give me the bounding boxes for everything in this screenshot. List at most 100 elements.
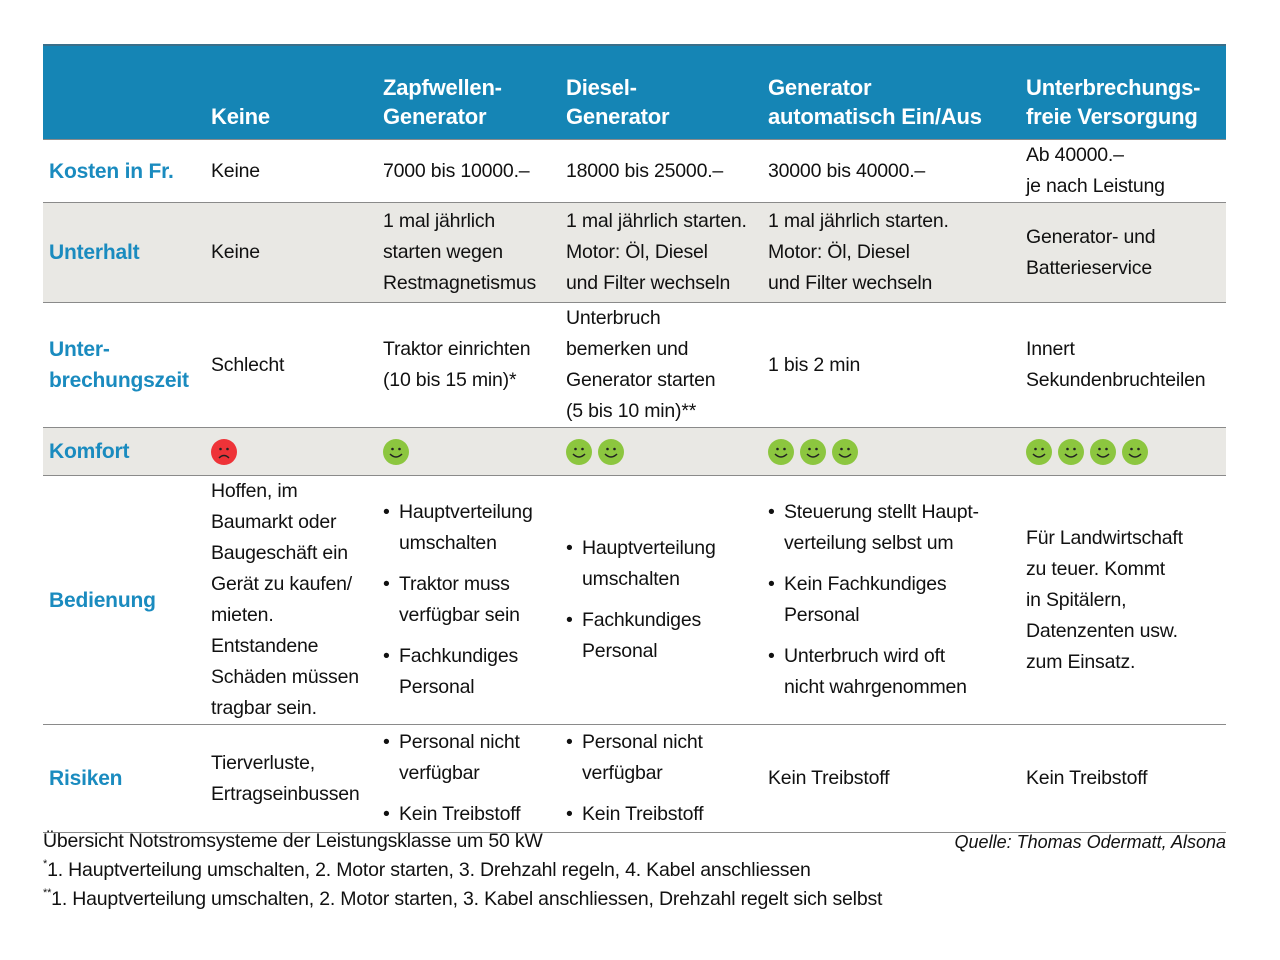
cell-line: automatisch Ein/Aus	[768, 104, 982, 129]
smiley-face-icon	[1026, 438, 1052, 465]
cell-line: Generator- und	[1026, 225, 1156, 248]
cell-line: verfügbar	[582, 762, 663, 784]
sad-face-icon	[211, 438, 237, 465]
bullet-item: Traktor muss verfügbar sein	[383, 569, 560, 631]
cell-line: Hauptverteilung	[399, 501, 533, 523]
table-cell	[560, 427, 762, 476]
table-cell: Hauptverteilung umschalten Traktor muss ver…	[377, 476, 560, 725]
cell-line: Fachkundiges	[582, 609, 702, 631]
cell-line: verfügbar	[399, 762, 480, 784]
table-cell: 1 mal jährlich starten. Motor: Öl, Diesel…	[762, 202, 1020, 303]
cell-line: Motor: Öl, Diesel	[768, 241, 910, 263]
cell-line: (5 bis 10 min)**	[566, 400, 697, 422]
cell-line: Personal	[582, 640, 658, 662]
cell-line: Personal	[784, 604, 860, 626]
cell-line: und Filter wechseln	[566, 272, 731, 294]
cell-line: Generator	[383, 104, 487, 129]
cell-line: und Filter wechseln	[768, 272, 933, 294]
column-header: Unterbrechungs-freie Versorgung	[1020, 45, 1226, 140]
cell-line: Unterbrechungs-	[1026, 75, 1201, 100]
comparison-table: Keine Zapfwellen- Generator Diesel- Generato…	[43, 44, 1226, 833]
cell-line: Motor: Öl, Diesel	[566, 241, 708, 263]
column-header: Diesel- Generator	[560, 45, 762, 140]
cell-line: Generator	[768, 75, 872, 100]
column-header-empty	[43, 45, 205, 140]
table-cell	[377, 427, 560, 476]
cell-line: Kosten in Fr.	[49, 159, 174, 183]
row-label: Unter-brechungszeit	[43, 303, 205, 428]
cell-line: Personal nicht	[399, 731, 520, 753]
table-cell: 1 mal jährlich starten. Motor: Öl, Diesel…	[560, 202, 762, 303]
table-row: Komfort	[43, 427, 1226, 476]
table-cell: 7000 bis 10000.–	[377, 140, 560, 203]
cell-line: Kein Fachkundiges	[784, 573, 947, 595]
table-cell: 1 bis 2 min	[762, 303, 1020, 428]
cell-line: 1 mal jährlich	[383, 210, 496, 232]
cell-line: zu teuer. Kommt	[1026, 557, 1165, 580]
table-cell: Personal nicht verfügbar Kein Treibstoff	[560, 725, 762, 833]
table-cell: Personal nicht verfügbar Kein Treibstoff	[377, 725, 560, 833]
footnote-mark: **	[43, 887, 52, 899]
table-cell: Für Landwirtschaft zu teuer. Kommt in Spit…	[1020, 476, 1226, 725]
table-cell: Kein Treibstoff	[762, 725, 1020, 833]
table-caption: Übersicht Notstromsysteme der Leistungsk…	[43, 830, 543, 852]
table-cell	[1020, 427, 1226, 476]
cell-line: Traktor muss	[399, 573, 510, 595]
cell-line: nicht wahrgenommen	[784, 676, 967, 698]
cell-line: 1 mal jährlich starten.	[566, 210, 747, 232]
cell-line: je nach Leistung	[1026, 175, 1165, 197]
cell-line: umschalten	[582, 568, 680, 590]
cell-line: Datenzenten usw.	[1026, 619, 1178, 642]
table-header: Keine Zapfwellen- Generator Diesel- Generato…	[43, 45, 1226, 140]
table-cell: Ab 40000.– je nach Leistung	[1020, 140, 1226, 203]
cell-line: Komfort	[49, 440, 130, 463]
cell-line: Sekundenbruchteilen	[1026, 369, 1206, 391]
smiley-face-icon	[800, 438, 826, 465]
footnote-2: **1. Hauptverteilung umschalten, 2. Moto…	[43, 888, 882, 911]
cell-line: 1 mal jährlich starten.	[768, 210, 949, 232]
bullet-item: Steuerung stellt Haupt-verteilung selbst…	[768, 497, 1020, 559]
cell-line: Batterieservice	[1026, 256, 1152, 279]
table-cell: Unterbruch bemerken und Generator starten (…	[560, 303, 762, 428]
cell-line: Kein Treibstoff	[1026, 767, 1148, 789]
table-row: Risiken Tierverluste, Ertragseinbussen Pers…	[43, 724, 1226, 833]
cell-line: 18000 bis 25000.–	[566, 159, 724, 182]
bullet-item: Kein Treibstoff	[566, 799, 762, 830]
footnote-text: 1. Hauptverteilung umschalten, 2. Motor …	[51, 888, 883, 910]
cell-line: Diesel-	[566, 75, 637, 100]
cell-line: Entstandene	[211, 635, 319, 657]
cell-line: 30000 bis 40000.–	[768, 159, 926, 182]
bullet-item: Kein Fachkundiges Personal	[768, 569, 1020, 631]
row-label: Bedienung	[43, 476, 205, 725]
cell-line: zum Einsatz.	[1026, 650, 1136, 673]
smiley-face-icon	[383, 438, 409, 465]
cell-line: bemerken und	[566, 338, 689, 360]
cell-line: Risiken	[49, 767, 123, 790]
cell-line: umschalten	[399, 532, 497, 554]
table-row: Bedienung Hoffen, im Baumarkt oder Baugesch…	[43, 475, 1226, 725]
cell-line: Kein Treibstoff	[582, 803, 704, 825]
table-cell: Hauptverteilung umschalten Fachkundiges Per…	[560, 476, 762, 725]
smiley-face-icon	[1058, 438, 1084, 465]
cell-line: tragbar sein.	[211, 697, 317, 719]
table-cell: Innert Sekundenbruchteilen	[1020, 303, 1226, 428]
cell-line: Generator starten	[566, 369, 716, 391]
smiley-face-icon	[598, 438, 624, 465]
bullet-item: Fachkundiges Personal	[566, 605, 762, 667]
footnote-mark: *	[43, 858, 48, 870]
cell-line: 1 bis 2 min	[768, 353, 861, 376]
cell-line: Gerät zu kaufen/	[211, 573, 352, 595]
cell-line: mieten.	[211, 604, 274, 626]
bullet-item: Personal nicht verfügbar	[383, 727, 560, 789]
cell-line: Restmagnetismus	[383, 272, 537, 294]
cell-line: Unterhalt	[49, 241, 140, 264]
cell-line: 7000 bis 10000.–	[383, 159, 530, 182]
smiley-face-icon	[1090, 438, 1116, 465]
smiley-face-icon	[768, 438, 794, 465]
table-cell: Tierverluste, Ertragseinbussen	[205, 725, 377, 833]
cell-line: in Spitälern,	[1026, 588, 1127, 611]
table-cell: 1 mal jährlich starten wegen Restmagnetism…	[377, 202, 560, 303]
cell-line: Unterbruch wird oft	[784, 645, 945, 667]
cell-line: freie Versorgung	[1026, 104, 1198, 129]
footnote-text: 1. Hauptverteilung umschalten, 2. Motor …	[47, 859, 811, 881]
